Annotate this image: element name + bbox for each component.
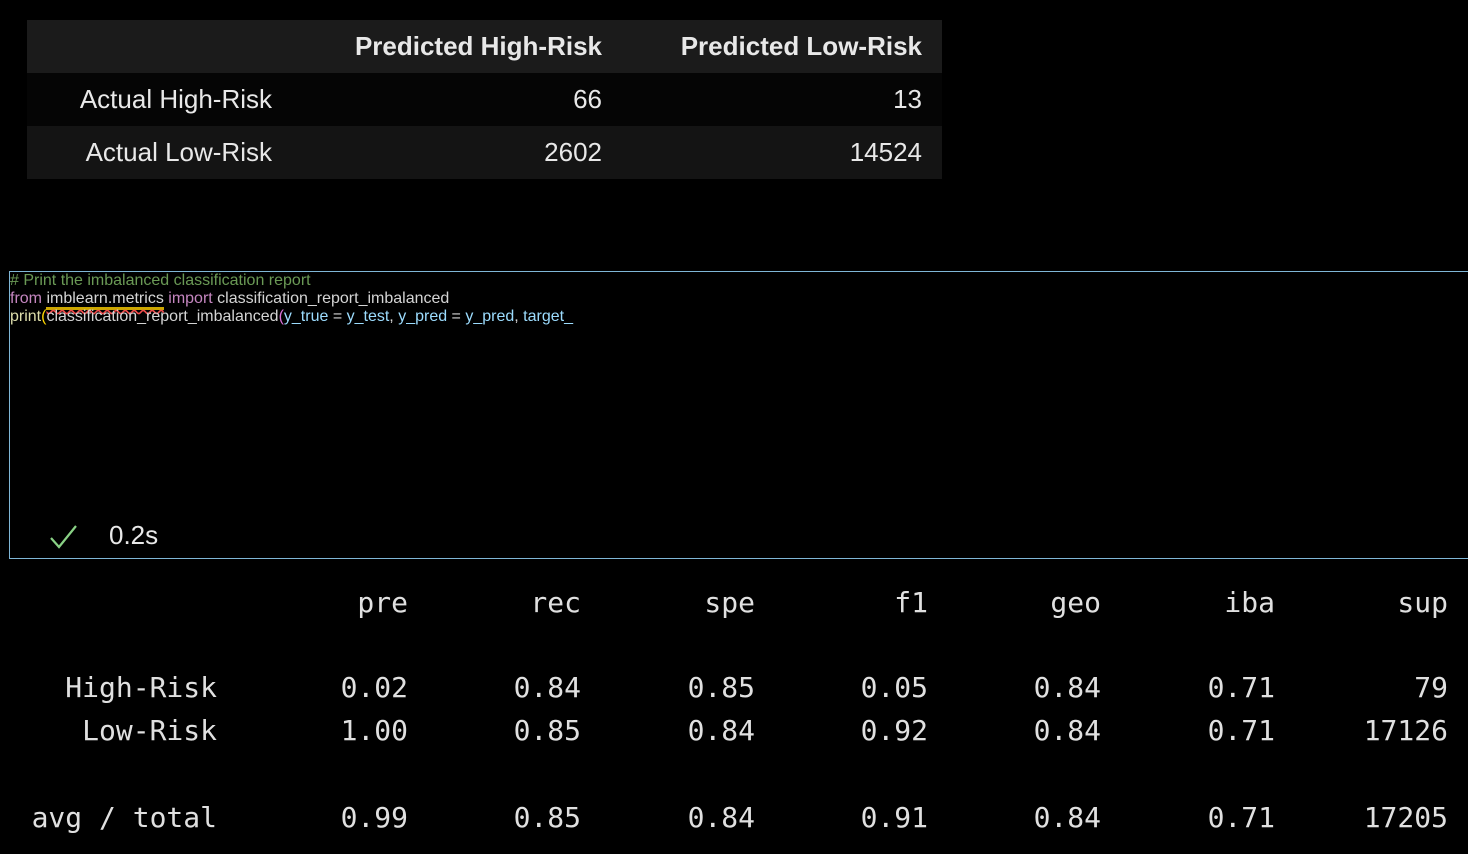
report-value: 0.92 [860,714,928,747]
report-value: 17205 [1363,801,1448,834]
report-value: 0.84 [1033,801,1101,834]
code-token: # Print the imbalanced classification re… [10,272,311,289]
cell-value: 13 [893,84,922,114]
report-value: 0.84 [513,671,581,704]
code-token: imblearn.metrics [46,290,164,310]
report-value: 0.84 [1033,671,1101,704]
code-token: y_test [346,308,390,325]
report-value: 0.05 [860,671,928,704]
code-token: ( [278,308,284,325]
report-row-label: High-Risk [65,671,217,704]
report-value: 0.99 [340,801,408,834]
code-token: y_true [283,308,329,325]
report-value: 0.84 [687,714,755,747]
code-token: ( [41,308,47,325]
table-row: Actual High-Risk 66 13 [27,73,942,126]
code-token: , [389,308,399,325]
report-column-header: pre [357,586,408,619]
code-token: = [447,308,466,325]
code-token: , [514,308,524,325]
report-row-label: Low-Risk [82,714,217,747]
report-column-header: iba [1224,586,1275,619]
code-token: from [10,290,47,307]
code-token: print [10,308,42,325]
code-token: import [168,290,218,307]
table-row: Actual Low-Risk 2602 14524 [27,126,942,179]
report-column-header: geo [1050,586,1101,619]
cell-value: 2602 [544,137,602,167]
report-value: 0.84 [687,801,755,834]
success-check [50,525,77,549]
cell-value: 14524 [849,137,922,167]
report-column-header: sup [1397,586,1448,619]
code-cell[interactable]: 0.2s # Print the imbalanced classificati… [9,271,1468,559]
code-token: y_pred [398,308,448,325]
report-value: 0.91 [860,801,928,834]
report-value: 0.85 [513,714,581,747]
execution-time: 0.2s [109,520,159,550]
report-column-header: spe [704,586,755,619]
corner [27,20,292,73]
code-token: classification_report_imbalanced [217,290,450,307]
report-value: 0.02 [340,671,408,704]
report-value: 1.00 [340,714,408,747]
report-column-header: rec [530,586,581,619]
code-token: target_ [523,308,573,325]
row-label: Actual Low-Risk [85,137,272,167]
report-column-header: f1 [894,586,928,619]
code-line: # Print the imbalanced classification re… [10,272,1468,290]
column-header: Predicted High-Risk [354,31,602,61]
report-value: 17126 [1363,714,1448,747]
code-line: print(classification_report_imbalanced(y… [10,308,1468,326]
report-value: 0.84 [1033,714,1101,747]
report-value: 79 [1414,671,1448,704]
code-token: classification_report_imbalanced [46,308,279,325]
report-value: 0.85 [687,671,755,704]
code-token: = [328,308,347,325]
report-value: 0.71 [1207,801,1275,834]
confusion-table: Predicted High-Risk Predicted Low-Risk Ac… [27,20,942,179]
report-value: 0.71 [1207,714,1275,747]
cell-value: 66 [573,84,602,114]
header-row: Predicted High-Risk Predicted Low-Risk [27,20,942,73]
column-header: Predicted Low-Risk [680,31,922,61]
code-token: y_pred [465,308,515,325]
report-value: 0.85 [513,801,581,834]
report-value: 0.71 [1207,671,1275,704]
code-line: from imblearn.metrics import classificat… [10,290,1468,310]
row-label: Actual High-Risk [79,84,272,114]
report-row-label: avg / total [31,801,217,834]
